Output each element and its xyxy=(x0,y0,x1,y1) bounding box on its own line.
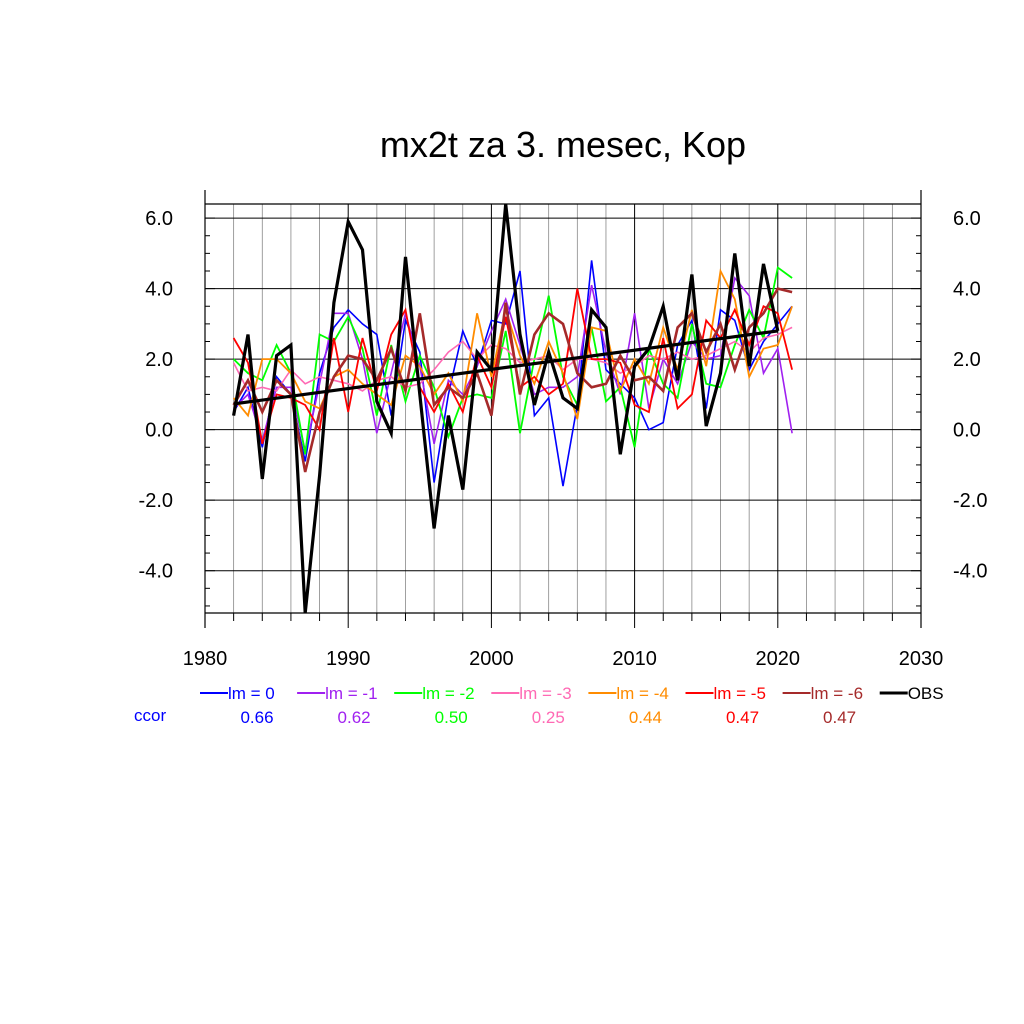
legend-label-5: lm = -5 xyxy=(714,684,766,703)
series-line-0 xyxy=(232,260,793,487)
x-tick-label: 2030 xyxy=(899,648,944,670)
legend-label-2: lm = -2 xyxy=(422,684,474,703)
series-lines xyxy=(232,203,793,614)
ccor-value-2: 0.50 xyxy=(435,708,468,727)
ccor-value-3: 0.25 xyxy=(532,708,565,727)
y-tick-label-right: -2.0 xyxy=(953,490,987,512)
ccor-value-0: 0.66 xyxy=(240,708,273,727)
legend-label-4: lm = -4 xyxy=(616,684,668,703)
trend-line xyxy=(233,329,779,406)
ccor-value-5: 0.47 xyxy=(726,708,759,727)
ccor-value-6: 0.47 xyxy=(823,708,856,727)
axes: 6.0 6.0 4.0 4.0 2.0 2.0 0.0 0.0 -2.0 -2.0 -4.0 -4.0… xyxy=(139,190,987,670)
x-tick-label: 1990 xyxy=(326,648,371,670)
y-tick-label-left: -4.0 xyxy=(139,561,173,583)
y-tick-label-right: 0.0 xyxy=(953,420,981,442)
ccor-value-4: 0.44 xyxy=(629,708,662,727)
legend-label-6: lm = -6 xyxy=(811,684,863,703)
series-line-7 xyxy=(232,203,780,614)
y-tick-label-right: -4.0 xyxy=(953,561,987,583)
legend-label-0: lm = 0 xyxy=(228,684,275,703)
ccor-value-1: 0.62 xyxy=(338,708,371,727)
y-tick-label-left: 2.0 xyxy=(145,349,173,371)
legend: lm = 0 0.66 lm = -1 0.62 lm = -2 0.50 lm = -3 0… xyxy=(134,684,944,727)
y-tick-label-left: 6.0 xyxy=(145,208,173,230)
y-tick-label-left: 4.0 xyxy=(145,279,173,301)
y-tick-label-right: 2.0 xyxy=(953,349,981,371)
x-tick-label: 1980 xyxy=(183,648,228,670)
x-tick-label: 2020 xyxy=(756,648,801,670)
chart-title: mx2t za 3. mesec, Kop xyxy=(380,124,746,165)
y-tick-label-left: 0.0 xyxy=(145,420,173,442)
legend-label-7: OBS xyxy=(908,684,944,703)
y-tick-label-left: -2.0 xyxy=(139,490,173,512)
legend-label-1: lm = -1 xyxy=(325,684,377,703)
legend-label-3: lm = -3 xyxy=(519,684,571,703)
y-tick-label-right: 4.0 xyxy=(953,279,981,301)
x-tick-label: 2000 xyxy=(469,648,514,670)
x-tick-label: 2010 xyxy=(612,648,657,670)
ccor-label: ccor xyxy=(134,706,166,725)
y-tick-label-right: 6.0 xyxy=(953,208,981,230)
